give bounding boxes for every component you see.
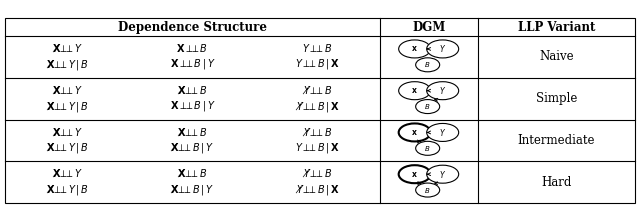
Ellipse shape: [427, 123, 459, 142]
Text: $Y \not\!\perp\!\!\!\perp B$: $Y \not\!\perp\!\!\!\perp B$: [302, 83, 332, 96]
Text: $\mathbf{X} \not\!\perp\!\!\!\perp Y \,|\, B$: $\mathbf{X} \not\!\perp\!\!\!\perp Y \,|…: [46, 140, 89, 155]
Bar: [5, 18, 635, 203]
Text: $\mathbf{X} \not\!\perp\!\!\!\perp B$: $\mathbf{X} \not\!\perp\!\!\!\perp B$: [177, 167, 207, 179]
Text: LLP Variant: LLP Variant: [518, 21, 595, 34]
Text: $\mathbf{X} \not\!\perp\!\!\!\perp Y$: $\mathbf{X} \not\!\perp\!\!\!\perp Y$: [52, 125, 83, 138]
Ellipse shape: [427, 82, 459, 100]
Text: $\mathbf{X} \perp\!\!\!\perp B \,|\, Y$: $\mathbf{X} \perp\!\!\!\perp B \,|\, Y$: [170, 57, 215, 71]
Text: $\mathbf{X} \perp\!\!\!\perp B \,|\, Y$: $\mathbf{X} \perp\!\!\!\perp B \,|\, Y$: [170, 99, 215, 113]
Text: DGM: DGM: [412, 21, 445, 34]
Ellipse shape: [415, 141, 440, 155]
Text: $\mathbf{x}$: $\mathbf{x}$: [412, 170, 418, 179]
Text: Simple: Simple: [536, 92, 577, 105]
Ellipse shape: [399, 123, 431, 142]
Text: $\mathbf{X} \not\!\perp\!\!\!\perp Y \,|\, B$: $\mathbf{X} \not\!\perp\!\!\!\perp Y \,|…: [46, 99, 89, 114]
Text: $\mathbf{x}$: $\mathbf{x}$: [412, 128, 418, 137]
Text: $B$: $B$: [424, 60, 431, 69]
Text: $Y \perp\!\!\!\perp B \,|\, \mathbf{X}$: $Y \perp\!\!\!\perp B \,|\, \mathbf{X}$: [295, 57, 340, 71]
Text: $\mathbf{X} \not\!\perp\!\!\!\perp Y$: $\mathbf{X} \not\!\perp\!\!\!\perp Y$: [52, 83, 83, 96]
Ellipse shape: [415, 58, 440, 72]
Text: $Y \perp\!\!\!\perp B$: $Y \perp\!\!\!\perp B$: [302, 42, 333, 54]
Ellipse shape: [415, 183, 440, 197]
Text: $Y \not\!\perp\!\!\!\perp B$: $Y \not\!\perp\!\!\!\perp B$: [302, 167, 332, 179]
Text: $Y \not\!\perp\!\!\!\perp B$: $Y \not\!\perp\!\!\!\perp B$: [302, 125, 332, 138]
Text: $\mathbf{X} \not\!\perp\!\!\!\perp Y$: $\mathbf{X} \not\!\perp\!\!\!\perp Y$: [52, 41, 83, 54]
Text: $Y$: $Y$: [439, 169, 446, 180]
Text: $\mathbf{x}$: $\mathbf{x}$: [412, 86, 418, 95]
Text: $Y$: $Y$: [439, 85, 446, 96]
Ellipse shape: [427, 40, 459, 58]
Text: $Y$: $Y$: [439, 43, 446, 54]
Text: $Y \not\!\perp\!\!\!\perp B \,|\, \mathbf{X}$: $Y \not\!\perp\!\!\!\perp B \,|\, \mathb…: [295, 182, 340, 197]
Text: Intermediate: Intermediate: [518, 134, 595, 147]
Text: Dependence Structure: Dependence Structure: [118, 21, 267, 34]
Text: $\mathbf{X} \not\!\perp\!\!\!\perp B \,|\, Y$: $\mathbf{X} \not\!\perp\!\!\!\perp B \,|…: [170, 140, 214, 155]
Text: $B$: $B$: [424, 144, 431, 153]
Ellipse shape: [427, 165, 459, 183]
Ellipse shape: [399, 40, 431, 58]
Text: $\mathbf{X} \not\!\perp\!\!\!\perp B \,|\, Y$: $\mathbf{X} \not\!\perp\!\!\!\perp B \,|…: [170, 182, 214, 197]
Text: $\mathbf{X} \not\!\perp\!\!\!\perp Y \,|\, B$: $\mathbf{X} \not\!\perp\!\!\!\perp Y \,|…: [46, 182, 89, 197]
Text: $\mathbf{X} \not\!\perp\!\!\!\perp B$: $\mathbf{X} \not\!\perp\!\!\!\perp B$: [177, 125, 207, 138]
Text: $Y$: $Y$: [439, 127, 446, 138]
Text: $Y \not\!\perp\!\!\!\perp B \,|\, \mathbf{X}$: $Y \not\!\perp\!\!\!\perp B \,|\, \mathb…: [295, 99, 340, 114]
Ellipse shape: [415, 99, 440, 114]
Text: Hard: Hard: [541, 176, 572, 189]
Ellipse shape: [399, 165, 431, 183]
Text: $\mathbf{X} \not\!\perp\!\!\!\perp Y$: $\mathbf{X} \not\!\perp\!\!\!\perp Y$: [52, 167, 83, 179]
Text: $B$: $B$: [424, 102, 431, 111]
Text: $\mathbf{X} \perp\!\!\!\perp B$: $\mathbf{X} \perp\!\!\!\perp B$: [177, 42, 209, 54]
Text: Naive: Naive: [539, 50, 573, 63]
Text: $\mathbf{x}$: $\mathbf{x}$: [412, 44, 418, 53]
Ellipse shape: [399, 82, 431, 100]
Text: $\mathbf{X} \not\!\perp\!\!\!\perp B$: $\mathbf{X} \not\!\perp\!\!\!\perp B$: [177, 83, 207, 96]
Text: $Y \perp\!\!\!\perp B \,|\, \mathbf{X}$: $Y \perp\!\!\!\perp B \,|\, \mathbf{X}$: [295, 141, 340, 155]
Text: $B$: $B$: [424, 186, 431, 194]
Text: $\mathbf{X} \not\!\perp\!\!\!\perp Y \,|\, B$: $\mathbf{X} \not\!\perp\!\!\!\perp Y \,|…: [46, 57, 89, 72]
